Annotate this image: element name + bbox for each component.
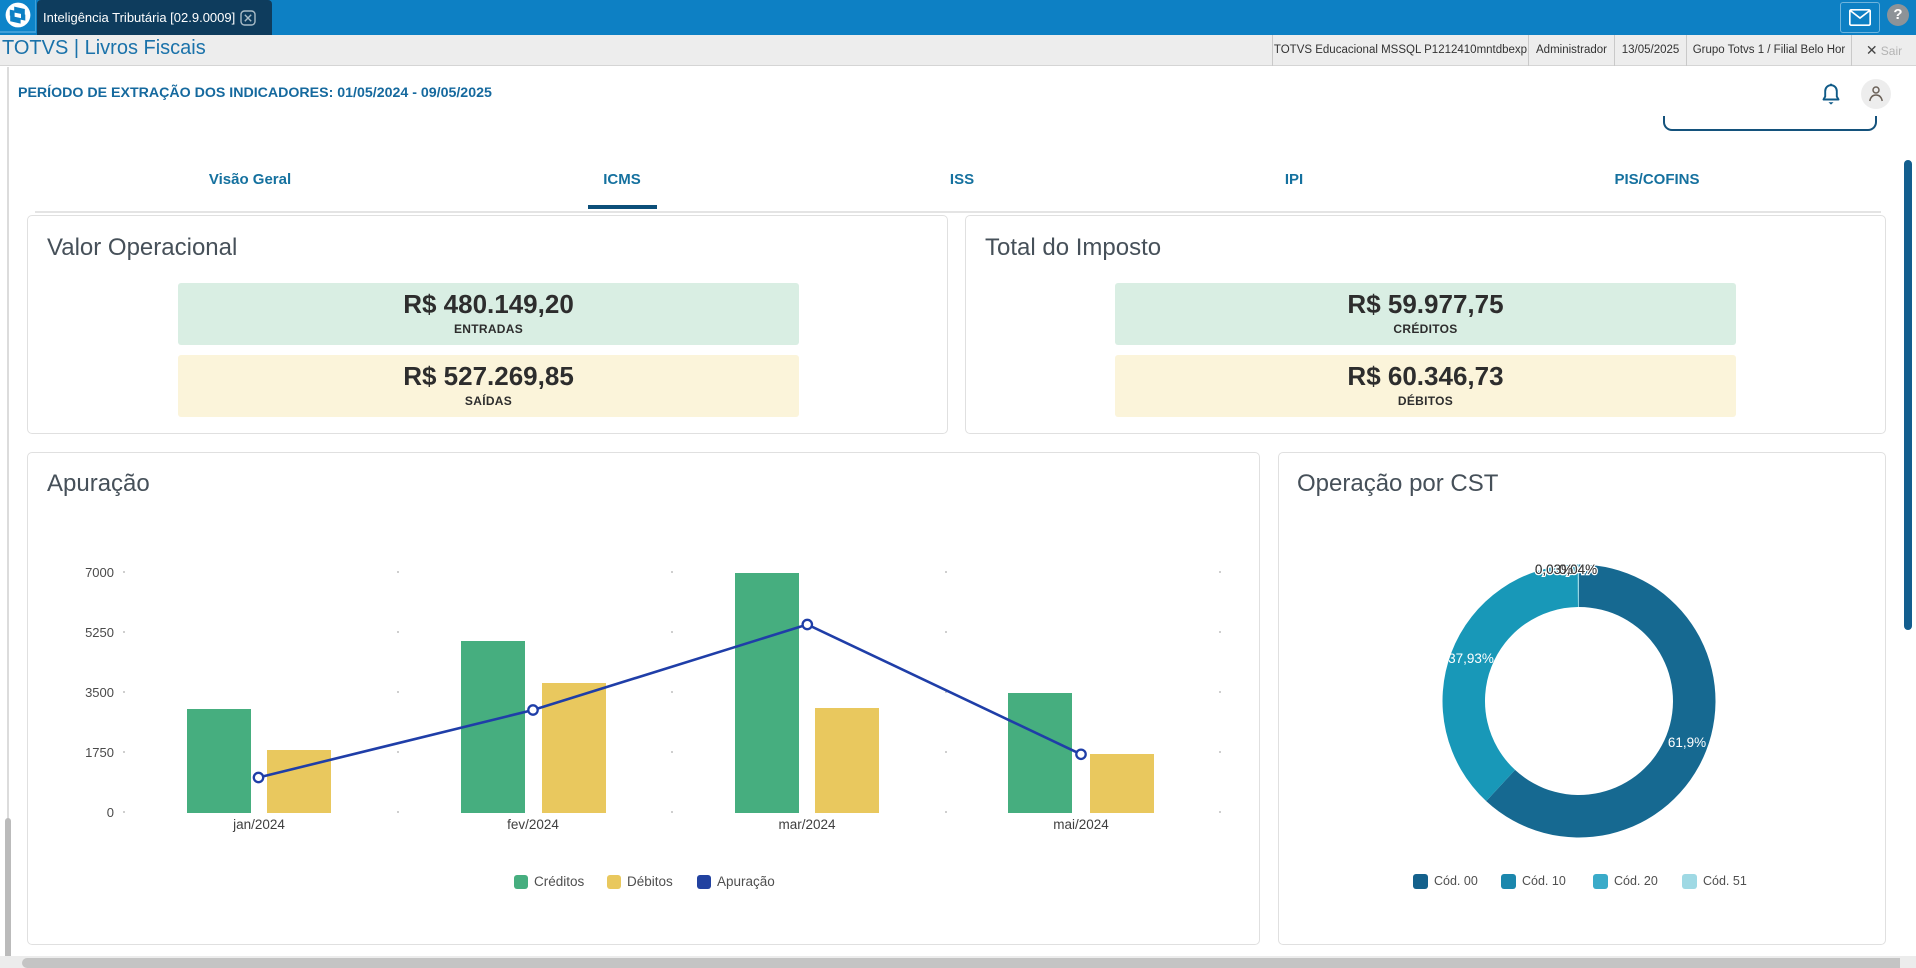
svg-text:0,04%: 0,04%	[1559, 562, 1597, 577]
svg-text:0,03%: 0,03%	[1535, 562, 1573, 577]
svg-text:37,93%: 37,93%	[1448, 651, 1494, 666]
svg-text:0,04%: 0,04%	[1559, 562, 1597, 577]
svg-text:61,9%: 61,9%	[1668, 735, 1706, 750]
svg-text:0,03%: 0,03%	[1535, 562, 1573, 577]
